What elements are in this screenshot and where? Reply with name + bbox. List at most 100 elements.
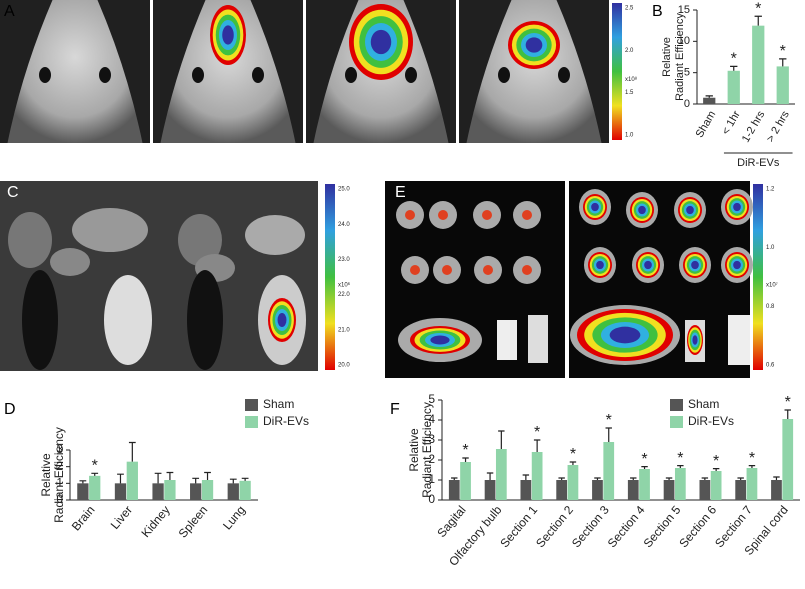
bar <box>556 480 568 500</box>
y-tick-label: 0 <box>428 492 435 506</box>
bar <box>495 449 507 500</box>
significance-star: * <box>749 450 755 467</box>
y-tick-label: 3 <box>428 432 435 446</box>
heat-signal <box>686 205 694 215</box>
error-bar <box>241 477 249 481</box>
error-bar <box>641 466 648 469</box>
error-bar <box>784 409 791 419</box>
heat-signal <box>222 25 234 45</box>
error-bar <box>730 65 738 71</box>
y-tick-label: 5 <box>428 392 435 406</box>
eye <box>39 67 51 83</box>
tissue <box>528 315 548 363</box>
bar <box>782 419 794 500</box>
bar <box>460 462 471 500</box>
y-axis-label: Radiant Efficiency <box>674 13 686 101</box>
colorbar-tick-label: 0.6 <box>766 363 775 369</box>
significance-star: * <box>92 458 98 475</box>
legend-label: Sham <box>263 397 294 411</box>
error-bar <box>522 474 530 480</box>
eye <box>498 67 510 83</box>
error-bar <box>451 477 458 480</box>
heat-signal <box>733 260 741 270</box>
mouse <box>7 0 143 143</box>
colorbar-tick-label: 1.5 <box>625 90 634 96</box>
significance-star: * <box>755 0 761 17</box>
colorbar-tick-label: 0.8 <box>766 304 775 310</box>
y-tick-label: 2 <box>56 459 63 473</box>
eye <box>252 67 264 83</box>
heat-signal <box>522 210 532 220</box>
y-tick-label: 4 <box>428 412 435 426</box>
heat-signal <box>370 29 392 55</box>
y-axis-label: Relative <box>39 453 53 497</box>
colorbar <box>612 3 622 140</box>
bar <box>663 480 675 500</box>
error-bar <box>605 427 612 442</box>
colorbar-tick-label: 2.5 <box>625 6 634 12</box>
y-tick-label: 3 <box>56 442 63 456</box>
bar <box>152 483 164 500</box>
colorbar-tick-label: 1.0 <box>625 133 634 139</box>
y-axis-label: Radiant Efficiency <box>52 427 66 523</box>
bar <box>190 483 202 500</box>
error-bar <box>712 468 720 471</box>
x-tick-label: Spleen <box>176 503 211 541</box>
error-bar <box>754 15 762 26</box>
error-bar <box>594 477 601 480</box>
bar <box>699 480 711 500</box>
tissue <box>728 315 750 365</box>
colorbar-unit: x10⁸ <box>625 76 638 83</box>
significance-star: * <box>677 450 683 467</box>
bar <box>592 480 603 500</box>
error-bar <box>665 477 673 480</box>
error-bar <box>192 477 200 484</box>
heat-signal <box>522 265 532 275</box>
colorbar-tick-label: 1.2 <box>766 187 775 193</box>
bar <box>674 468 686 500</box>
x-tick-label: > 2 hrs <box>765 109 793 145</box>
significance-star: * <box>606 412 612 429</box>
heat-signal <box>525 37 543 53</box>
x-tick-label: < 1hr <box>720 109 743 137</box>
error-bar <box>154 472 162 484</box>
heat-signal <box>277 312 287 328</box>
heat-signal <box>483 265 493 275</box>
colorbar-tick-label: 23.0 <box>338 257 350 263</box>
error-bar <box>462 457 469 462</box>
legend-swatch <box>670 399 683 411</box>
legend-swatch <box>245 399 258 411</box>
panel-label: A <box>4 3 15 20</box>
heat-signal <box>410 265 420 275</box>
heat-signal <box>405 210 415 220</box>
bar <box>746 468 758 500</box>
significance-star: * <box>641 451 647 468</box>
error-bar <box>705 95 713 98</box>
bar <box>776 66 789 104</box>
heat-signal <box>638 205 646 215</box>
bar <box>735 480 747 500</box>
bar <box>448 480 460 500</box>
significance-star: * <box>780 43 786 60</box>
legend-label: DiR-EVs <box>263 414 309 428</box>
x-tick-label: Sagital <box>434 503 468 540</box>
x-tick-label: Sham <box>694 109 719 140</box>
error-bar <box>701 477 709 480</box>
x-tick-label: Brain <box>69 503 98 533</box>
organ <box>50 248 90 276</box>
eye <box>345 67 357 83</box>
mouse <box>466 0 602 143</box>
legend-swatch <box>670 416 683 428</box>
significance-star: * <box>534 424 540 441</box>
colorbar-unit: x10⁶ <box>338 282 351 289</box>
y-axis-label: Relative <box>661 37 673 77</box>
organ <box>187 270 223 370</box>
heat-signal <box>609 326 641 344</box>
organ <box>8 212 52 268</box>
y-tick-label: 10 <box>678 35 690 47</box>
colorbar-tick-label: 22.0 <box>338 292 350 298</box>
heat-signal <box>644 260 652 270</box>
error-bar <box>128 441 136 462</box>
legend-label: Sham <box>688 397 719 411</box>
panel-label: D <box>4 401 16 418</box>
